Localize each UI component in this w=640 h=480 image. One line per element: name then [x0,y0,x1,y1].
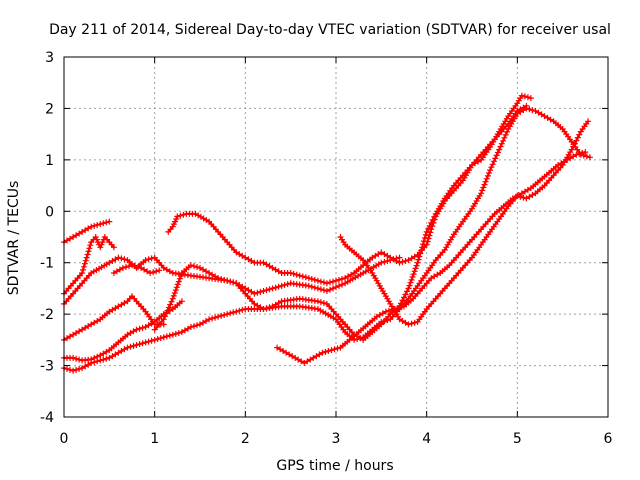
x-tick-label: 1 [150,431,159,447]
series-markers [165,102,530,287]
series-markers [61,105,593,374]
series-arc-4 [61,293,167,343]
y-tick-label: -3 [40,359,54,375]
series-markers [337,118,592,328]
y-tick-label: -4 [40,410,54,426]
plot-frame [63,56,609,418]
series-line [153,94,533,341]
series-markers [61,254,403,307]
series-markers [110,262,163,276]
series-arc-2 [61,234,117,297]
series-arc-10 [337,118,592,328]
x-axis-title: GPS time / hours [276,458,393,474]
x-tick-label: 2 [241,431,250,447]
series-arc-6 [61,105,593,374]
y-tick-label: 1 [45,153,54,169]
series-layer [61,92,593,374]
y-axis-title: SDTVAR / TECUs [6,181,22,296]
series-markers [61,218,113,246]
series-line [276,151,587,365]
tick-labels: 0 1 2 3 4 5 6 -4 -3 -2 -1 0 1 2 3 [40,50,613,447]
series-arc-9 [274,149,589,366]
series-arc-3 [61,254,403,307]
series-markers [61,293,167,343]
y-tick-label: 0 [45,204,54,220]
series-markers [274,149,589,366]
y-tick-label: 2 [45,101,54,117]
series-arc-8 [165,102,530,287]
y-tick-label: -2 [40,307,54,323]
y-tick-label: 3 [45,50,54,66]
x-tick-label: 0 [60,431,69,447]
series-arc-11 [110,262,163,276]
x-tick-label: 6 [604,431,613,447]
y-tick-label: -1 [40,256,54,272]
x-tick-label: 5 [513,431,522,447]
series-arc-1 [61,218,113,246]
series-arc-7 [151,92,534,343]
chart-title: Day 211 of 2014, Sidereal Day-to-day VTE… [49,22,611,38]
series-line [62,107,592,372]
x-tick-label: 3 [332,431,341,447]
series-markers [151,92,534,343]
series-line [339,120,590,326]
x-tick-label: 4 [422,431,431,447]
